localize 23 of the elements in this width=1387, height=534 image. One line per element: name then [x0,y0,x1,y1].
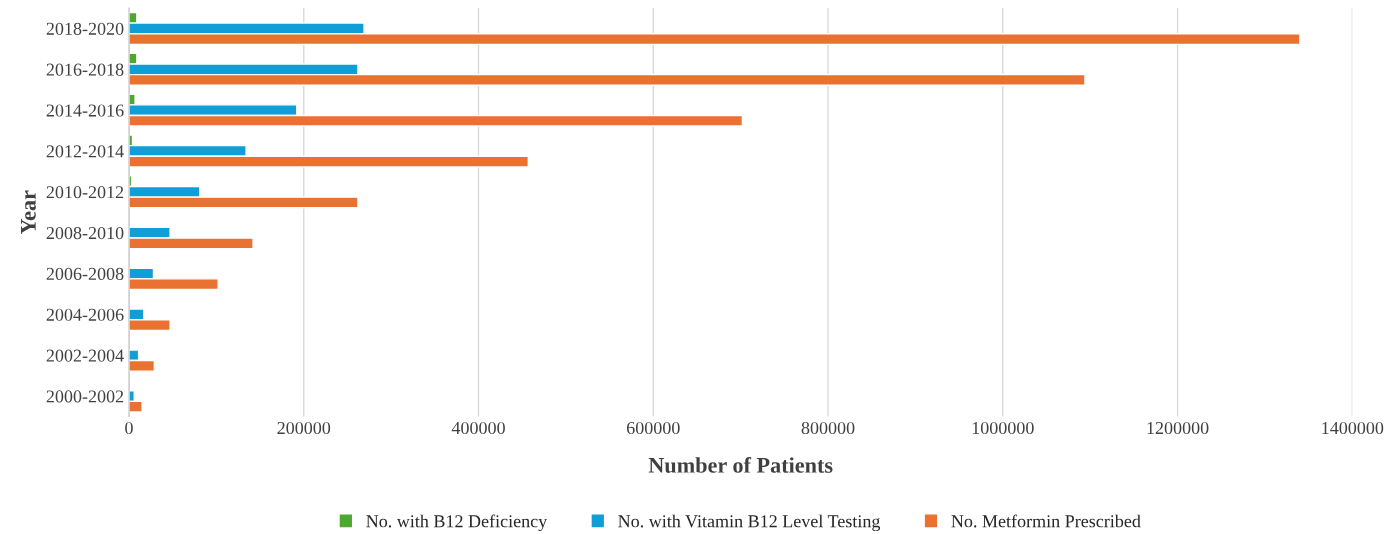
x-tick-label: 400000 [451,421,505,435]
legend-label: No. Metformin Prescribed [951,514,1141,528]
x-tick-label: 200000 [277,421,331,435]
y-tick-label: 2018-2020 [46,22,124,35]
y-tick-label: 2006-2008 [46,267,124,280]
x-tick-label: 1000000 [972,421,1034,435]
x-axis-title: Number of Patients [648,456,833,473]
y-tick-label: 2002-2004 [46,349,124,362]
x-tick-label: 1400000 [1322,421,1384,435]
legend-label: No. with Vitamin B12 Level Testing [618,514,881,532]
x-tick-label: 600000 [626,421,680,435]
y-tick-label: 2004-2006 [46,308,124,321]
legend-label: No. with B12 Deficiency [366,514,548,532]
y-tick-label: 2014-2016 [46,104,124,117]
x-tick-label: 800000 [801,421,855,435]
y-axis-title: Year [21,190,36,235]
y-tick-label: 2016-2018 [46,63,124,76]
y-tick-label: 2000-2002 [46,390,124,403]
x-tick-label: 0 [125,421,133,435]
y-tick-label: 2012-2014 [46,145,124,158]
y-tick-label: 2008-2010 [46,226,124,240]
y-tick-label: 2010-2012 [46,186,124,199]
x-tick-label: 1200000 [1147,421,1209,435]
